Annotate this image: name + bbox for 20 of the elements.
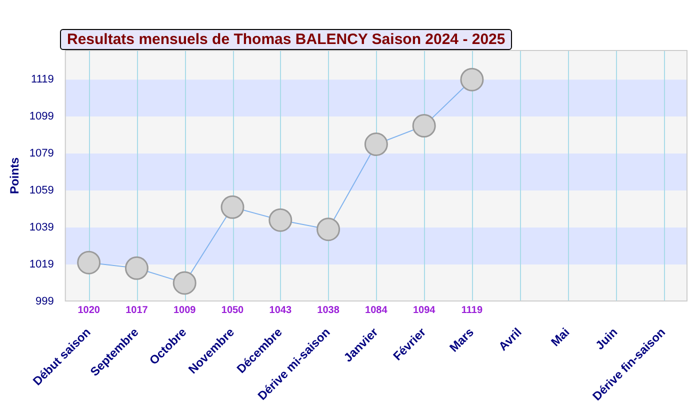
data-label: 1094 <box>412 305 436 316</box>
y-tick-label: 1019 <box>29 258 54 270</box>
y-tick-label: 1099 <box>29 110 54 123</box>
data-label: 1050 <box>221 305 244 316</box>
data-label: 1043 <box>269 305 292 316</box>
data-label: 1038 <box>317 305 340 316</box>
data-label: 1017 <box>126 305 148 316</box>
y-tick-label: 1079 <box>29 148 54 160</box>
data-label: 1119 <box>461 305 483 316</box>
chart-title: Resultats mensuels de Thomas BALENCY Saison 2024 - 2025 <box>60 29 512 50</box>
x-tick-label: Juin <box>592 325 620 352</box>
y-tick-label: 1039 <box>29 222 54 234</box>
data-label: 1009 <box>173 305 196 316</box>
x-tick-label: Mai <box>548 325 572 350</box>
y-axis-title: Points <box>8 157 22 194</box>
data-label: 1084 <box>365 305 388 316</box>
y-tick-label: 999 <box>36 295 54 308</box>
y-tick-label: 1059 <box>29 184 54 197</box>
data-label: 1020 <box>78 305 100 316</box>
y-tick-label: 1119 <box>31 74 54 86</box>
